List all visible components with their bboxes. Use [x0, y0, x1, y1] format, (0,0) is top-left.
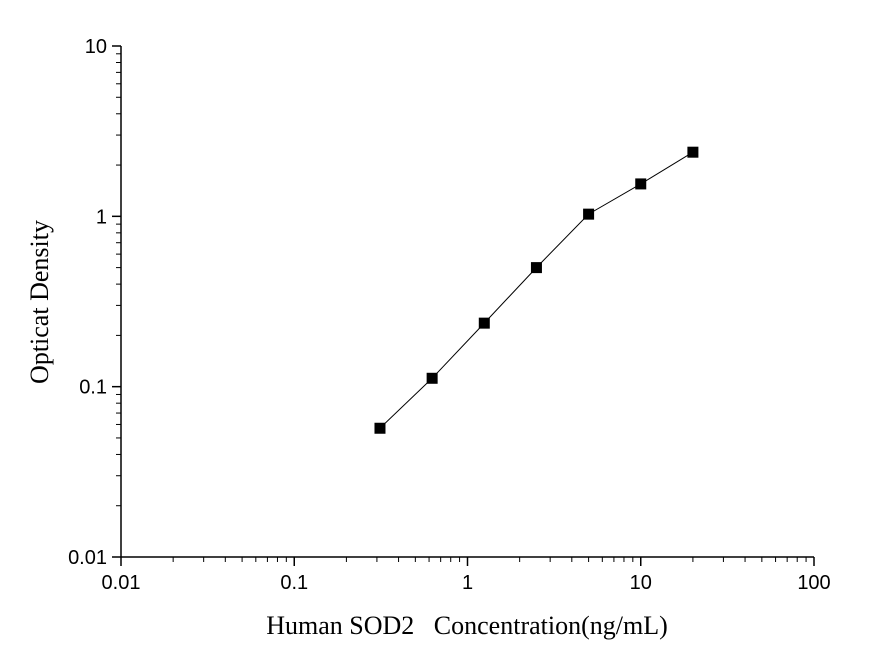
- axes: [120, 46, 814, 558]
- y-tick-label: 10: [85, 36, 107, 58]
- data-point: [583, 208, 595, 220]
- data-series: [374, 146, 699, 434]
- y-axis-title: Opticat Density: [25, 220, 54, 384]
- y-tick-label: 0.1: [79, 377, 107, 399]
- x-tick-label: 1: [462, 572, 473, 594]
- x-tick-label: 0.01: [102, 572, 141, 594]
- tick-labels: 0.01 0.1 1 10 100 0.01 0.1 1 10: [68, 36, 831, 594]
- data-point: [687, 146, 699, 158]
- data-point: [530, 262, 542, 274]
- data-point: [374, 422, 386, 434]
- tick-marks: [112, 45, 815, 566]
- x-axis-title: Human SOD2 Concentration(ng/mL): [266, 611, 668, 640]
- data-point: [635, 178, 647, 190]
- x-tick-label: 0.1: [280, 572, 308, 594]
- series-line: [379, 151, 694, 429]
- x-tick-label: 10: [630, 572, 652, 594]
- y-tick-label: 0.01: [68, 547, 107, 569]
- x-tick-label: 100: [797, 572, 830, 594]
- data-point: [426, 372, 438, 384]
- data-point: [478, 317, 490, 329]
- y-tick-label: 1: [96, 206, 107, 228]
